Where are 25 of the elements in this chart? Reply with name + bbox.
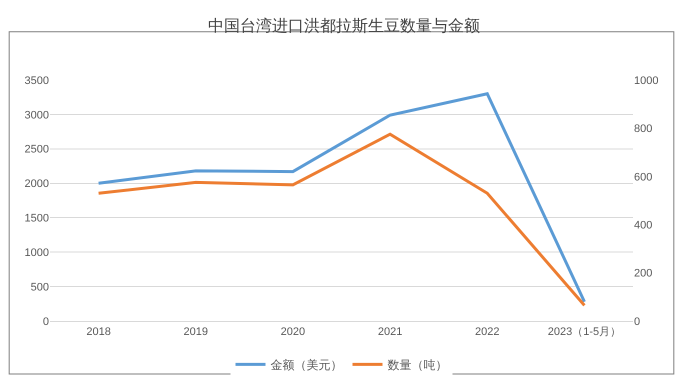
x-tick-label: 2021	[378, 326, 402, 338]
x-tick-label: 2018	[86, 326, 111, 338]
x-tick-label: 2019	[184, 326, 208, 338]
x-tick-label: 2022	[475, 326, 500, 338]
y2-tick-label: 400	[634, 219, 652, 232]
y2-tick-label: 1000	[634, 74, 658, 87]
y-tick-label: 2500	[24, 144, 49, 156]
y2-tick-label: 200	[634, 268, 652, 280]
y2-tick-label: 800	[634, 123, 652, 136]
y-tick-label: 3000	[24, 109, 49, 122]
x-tick-label: 2020	[280, 326, 306, 338]
line-series	[97, 132, 586, 307]
legend-label: 金额（美元）	[270, 358, 342, 372]
y-tick-label: 3500	[24, 74, 49, 87]
y-tick-label: 1500	[24, 212, 49, 225]
y-tick-label: 500	[30, 281, 49, 294]
y-tick-label: 2000	[24, 178, 49, 190]
y-tick-label: 0	[42, 316, 49, 328]
x-tick-label: 2023（1-5月）	[548, 326, 622, 338]
legend-label: 数量（吨）	[388, 358, 448, 372]
line-series	[97, 92, 586, 304]
y2-tick-label: 600	[634, 171, 652, 184]
y2-tick-label: 0	[634, 316, 640, 328]
chart-title: 中国台湾进口洪都拉斯生豆数量与金额	[208, 16, 480, 35]
y-tick-label: 1000	[24, 246, 49, 259]
